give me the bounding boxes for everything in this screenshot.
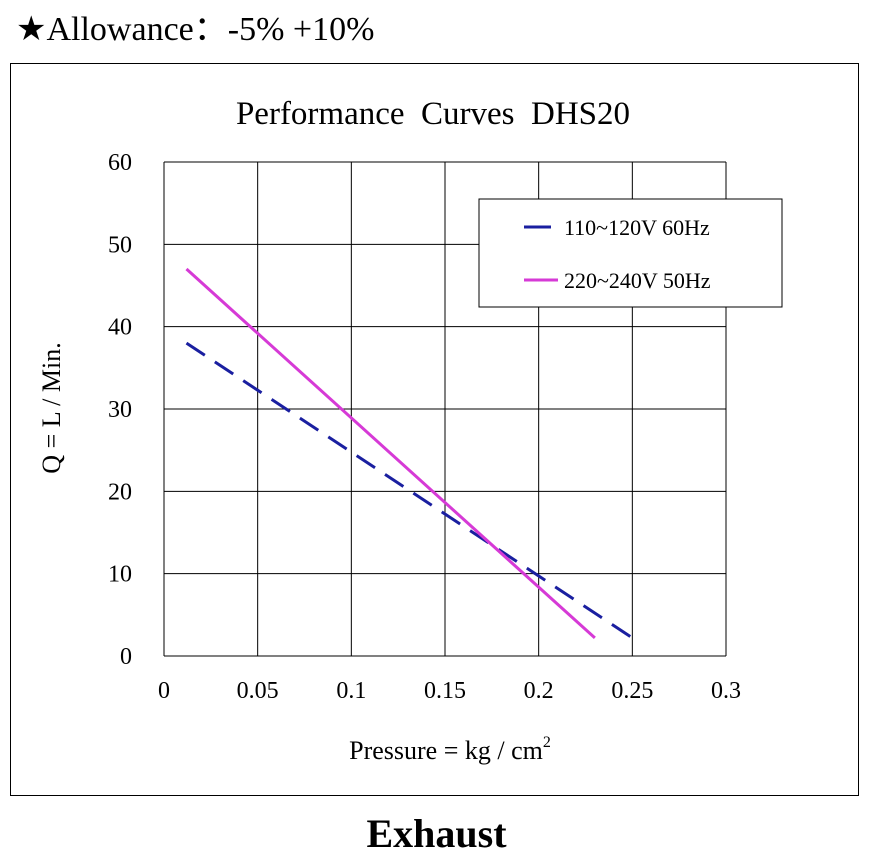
x-axis-label-text: Pressure = kg / cm bbox=[349, 736, 543, 765]
x-tick-label: 0.2 bbox=[524, 678, 554, 704]
y-tick-label: 20 bbox=[108, 479, 132, 505]
legend: 110~120V 60Hz 220~240V 50Hz bbox=[478, 198, 783, 308]
legend-label-0: 110~120V 60Hz bbox=[564, 215, 710, 240]
y-tick-label: 0 bbox=[120, 644, 132, 670]
exhaust-caption: Exhaust bbox=[366, 811, 507, 856]
chart-frame bbox=[10, 63, 859, 796]
allowance-text: Allowance：-5% +10% bbox=[46, 11, 375, 48]
y-axis-label: Q = L / Min. bbox=[37, 342, 66, 473]
x-tick-label: 0.25 bbox=[611, 678, 653, 704]
x-tick-label: 0.05 bbox=[237, 678, 279, 704]
y-tick-label: 10 bbox=[108, 562, 132, 588]
legend-box bbox=[478, 198, 783, 308]
x-tick-label: 0 bbox=[158, 678, 170, 704]
y-tick-label: 30 bbox=[108, 397, 132, 423]
x-tick-label: 0.3 bbox=[711, 678, 741, 704]
x-axis-label: Pressure = kg / cm2 bbox=[349, 734, 551, 765]
x-tick-label: 0.1 bbox=[336, 678, 366, 704]
x-axis-label-superscript: 2 bbox=[543, 734, 551, 751]
chart-title: Performance Curves DHS20 bbox=[236, 96, 630, 132]
legend-label-1: 220~240V 50Hz bbox=[564, 268, 711, 293]
x-tick-labels: 0 0.05 0.1 0.15 0.2 0.25 0.3 bbox=[158, 678, 741, 704]
y-tick-labels: 0 10 20 30 40 50 60 bbox=[108, 150, 132, 670]
star-icon: ★ bbox=[16, 11, 47, 48]
allowance-note: ★Allowance：-5% +10% bbox=[16, 8, 374, 52]
series-layer bbox=[185, 267, 634, 640]
series-line-0 bbox=[185, 341, 634, 640]
series-line-1 bbox=[185, 267, 596, 639]
x-tick-label: 0.15 bbox=[424, 678, 466, 704]
y-tick-label: 60 bbox=[108, 150, 132, 176]
y-tick-label: 40 bbox=[108, 315, 132, 341]
y-tick-label: 50 bbox=[108, 232, 132, 258]
